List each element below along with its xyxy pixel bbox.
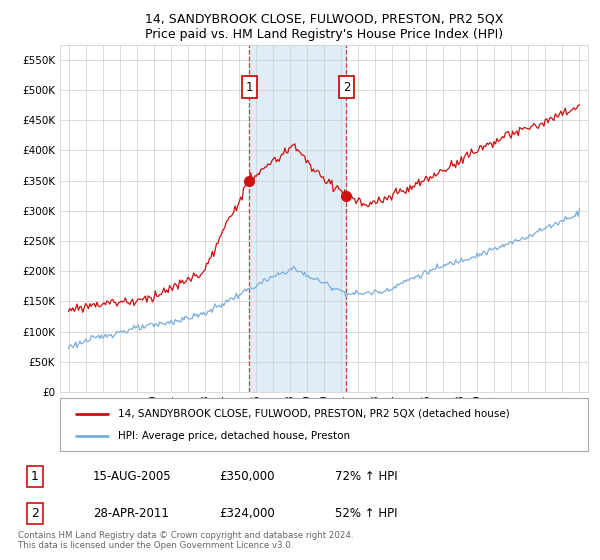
FancyBboxPatch shape <box>60 398 588 451</box>
Text: 2: 2 <box>31 507 39 520</box>
Text: 72% ↑ HPI: 72% ↑ HPI <box>335 470 397 483</box>
Text: HPI: Average price, detached house, Preston: HPI: Average price, detached house, Pres… <box>118 431 350 441</box>
Text: £324,000: £324,000 <box>220 507 275 520</box>
Title: 14, SANDYBROOK CLOSE, FULWOOD, PRESTON, PR2 5QX
Price paid vs. HM Land Registry': 14, SANDYBROOK CLOSE, FULWOOD, PRESTON, … <box>145 13 503 41</box>
Text: Contains HM Land Registry data © Crown copyright and database right 2024.
This d: Contains HM Land Registry data © Crown c… <box>18 531 353 550</box>
Text: 1: 1 <box>31 470 39 483</box>
Text: 28-APR-2011: 28-APR-2011 <box>92 507 169 520</box>
Text: 52% ↑ HPI: 52% ↑ HPI <box>335 507 397 520</box>
Text: 1: 1 <box>245 81 253 94</box>
Bar <box>250 45 346 392</box>
Text: 2: 2 <box>343 81 350 94</box>
Text: 15-AUG-2005: 15-AUG-2005 <box>92 470 171 483</box>
Text: £350,000: £350,000 <box>220 470 275 483</box>
Text: 14, SANDYBROOK CLOSE, FULWOOD, PRESTON, PR2 5QX (detached house): 14, SANDYBROOK CLOSE, FULWOOD, PRESTON, … <box>118 409 510 418</box>
